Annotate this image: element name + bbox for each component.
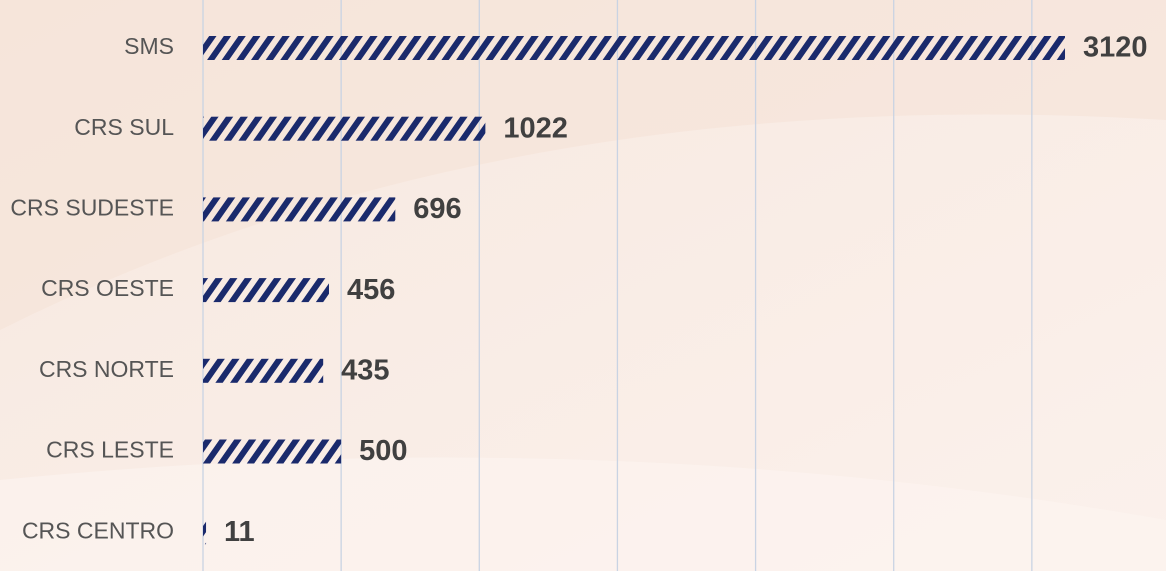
bar [203, 358, 324, 383]
y-tick-label: CRS SUDESTE [10, 194, 174, 220]
bar [203, 278, 329, 303]
value-label: 696 [413, 193, 461, 225]
background-wave [0, 457, 1166, 571]
bar [203, 520, 207, 545]
bar [203, 116, 486, 141]
background-wave [0, 0, 1166, 330]
value-label: 11 [224, 516, 255, 548]
y-tick-label: SMS [124, 33, 174, 59]
value-label: 435 [341, 354, 389, 386]
y-tick-label: CRS NORTE [39, 356, 174, 382]
value-label: 500 [359, 435, 407, 467]
y-tick-label: CRS LESTE [46, 437, 174, 463]
y-tick-label: CRS OESTE [41, 275, 174, 301]
y-tick-label: CRS SUL [74, 114, 174, 140]
value-label: 456 [347, 274, 395, 306]
value-label: 3120 [1083, 32, 1148, 64]
bar [203, 197, 396, 222]
bar [203, 439, 342, 464]
bar [203, 36, 1066, 60]
value-label: 1022 [503, 112, 568, 144]
y-tick-label: CRS CENTRO [22, 517, 174, 543]
